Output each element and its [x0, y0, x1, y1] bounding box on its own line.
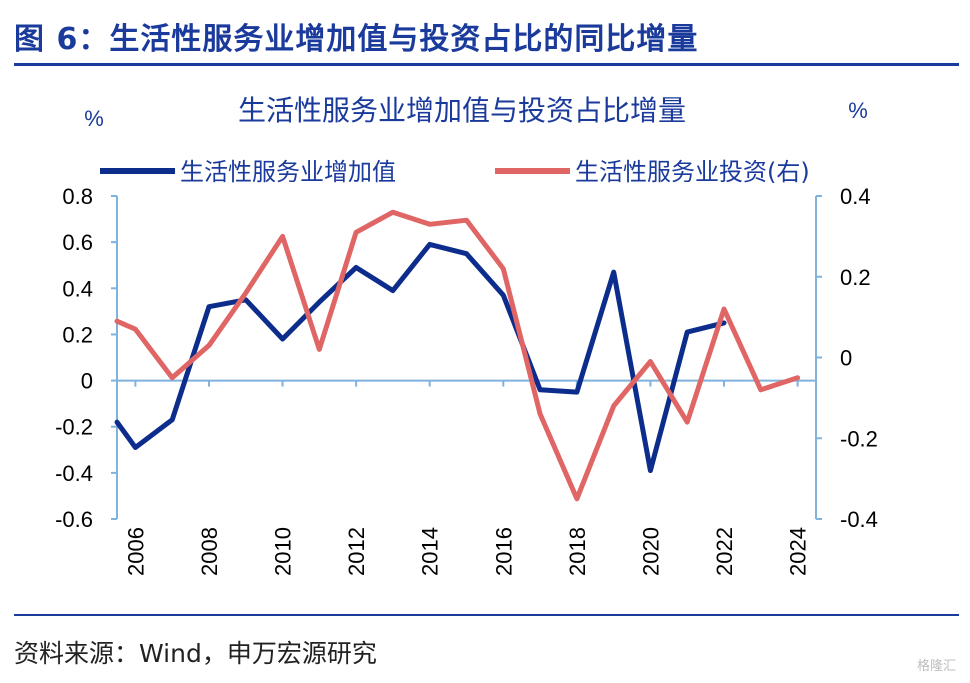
- series-line-1: [114, 241, 727, 474]
- right-tick-label: -0.4: [840, 507, 878, 532]
- left-axis-unit: %: [84, 106, 104, 131]
- left-tick-label: -0.6: [55, 507, 93, 532]
- legend-label-1: 生活性服务业增加值: [180, 158, 396, 186]
- left-tick-label: 0.2: [62, 322, 93, 347]
- right-tick-label: -0.2: [840, 426, 878, 451]
- x-tick-label: 2006: [123, 527, 148, 576]
- figure-title: 图 6：生活性服务业增加值与投资占比的同比增量: [14, 22, 699, 57]
- left-tick-label: -0.4: [55, 461, 93, 486]
- right-tick-label: 0: [840, 346, 852, 371]
- left-tick-label: -0.2: [55, 415, 93, 440]
- legend: 生活性服务业增加值 生活性服务业投资(右): [100, 158, 810, 186]
- plot-area: [114, 209, 801, 502]
- x-tick-label: 2010: [271, 527, 296, 576]
- source-note: 资料来源：Wind，申万宏源研究: [14, 639, 377, 668]
- x-tick-label: 2024: [786, 527, 811, 576]
- x-tick-label: 2018: [565, 527, 590, 576]
- x-tick-label: 2022: [712, 527, 737, 576]
- series-line-2: [114, 209, 801, 502]
- watermark: 格隆汇: [916, 659, 956, 674]
- left-tick-label: 0.8: [62, 184, 93, 209]
- left-tick-label: 0.6: [62, 230, 93, 255]
- source-divider: [14, 614, 959, 616]
- left-tick-label: 0: [81, 369, 93, 394]
- left-tick-label: 0.4: [62, 276, 93, 301]
- line-chart: 生活性服务业增加值与投资占比增量 % % 生活性服务业增加值 生活性服务业投资(右…: [55, 94, 878, 576]
- x-tick-label: 2016: [491, 527, 516, 576]
- legend-label-2: 生活性服务业投资(右): [575, 158, 810, 186]
- x-tick-label: 2014: [418, 527, 443, 576]
- right-tick-label: 0.4: [840, 184, 871, 209]
- right-tick-label: 0.2: [840, 265, 871, 290]
- x-tick-label: 2012: [344, 527, 369, 576]
- chart-title: 生活性服务业增加值与投资占比增量: [238, 94, 686, 127]
- x-tick-label: 2008: [197, 527, 222, 576]
- right-axis-unit: %: [848, 98, 868, 123]
- x-tick-label: 2020: [638, 527, 663, 576]
- title-divider: [14, 63, 959, 66]
